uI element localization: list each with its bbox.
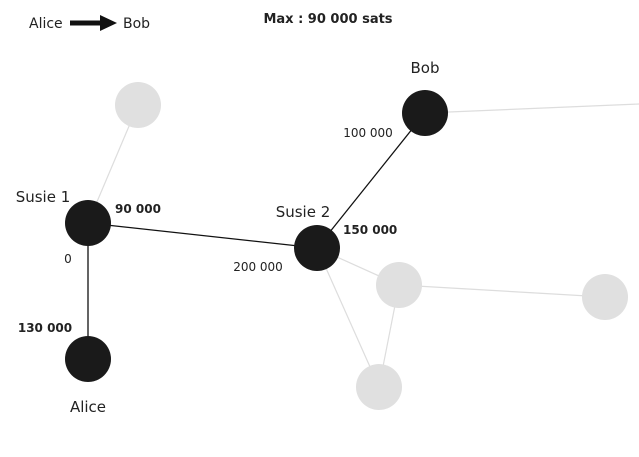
- node-gray-right: [582, 274, 628, 320]
- max-amount-label: Max : 90 000 sats: [263, 12, 392, 27]
- node-gray-mid: [376, 262, 422, 308]
- channel-bob-offscreen: [424, 103, 639, 114]
- node-gray-bottom: [356, 364, 402, 410]
- balance-alice-out: 130 000: [18, 321, 72, 335]
- balance-susie1-in: 0: [64, 252, 72, 266]
- arrow-icon: [70, 15, 117, 31]
- channel-susie1-susie2: [87, 222, 318, 249]
- node-label-susie2: Susie 2: [276, 203, 331, 221]
- node-label-bob: Bob: [411, 59, 440, 77]
- inactive-channels: [87, 103, 639, 388]
- node-label-susie1: Susie 1: [16, 188, 71, 206]
- balance-susie2-in: 200 000: [233, 260, 283, 274]
- node-susie2: [294, 225, 340, 271]
- node-alice: [65, 336, 111, 382]
- legend-from-label: Alice: [29, 16, 63, 32]
- route-nodes: [65, 90, 448, 382]
- channel-susie2-bob: [316, 112, 426, 249]
- node-gray-top: [115, 82, 161, 128]
- legend-to-label: Bob: [123, 16, 150, 32]
- balance-bob-in: 100 000: [343, 126, 393, 140]
- channel-susie2-gray-bottom: [316, 247, 380, 388]
- node-label-alice: Alice: [70, 398, 106, 416]
- channel-gray-mid-gray-right: [398, 284, 606, 298]
- balance-susie2-out: 150 000: [343, 223, 397, 237]
- node-bob: [402, 90, 448, 136]
- node-susie1: [65, 200, 111, 246]
- inactive-nodes: [115, 82, 628, 410]
- balance-susie1-out: 90 000: [115, 202, 161, 216]
